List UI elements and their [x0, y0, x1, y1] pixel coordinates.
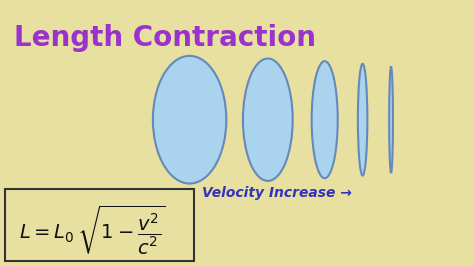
- Text: Velocity Increase →: Velocity Increase →: [202, 186, 352, 200]
- Ellipse shape: [153, 56, 227, 184]
- Ellipse shape: [389, 66, 393, 173]
- Text: Length Contraction: Length Contraction: [14, 24, 316, 52]
- Ellipse shape: [243, 59, 292, 181]
- Ellipse shape: [358, 64, 367, 176]
- Bar: [5, 189, 194, 261]
- Text: $L = L_0\,\sqrt{1 - \dfrac{v^2}{c^2}}$: $L = L_0\,\sqrt{1 - \dfrac{v^2}{c^2}}$: [19, 203, 166, 257]
- Ellipse shape: [311, 61, 337, 178]
